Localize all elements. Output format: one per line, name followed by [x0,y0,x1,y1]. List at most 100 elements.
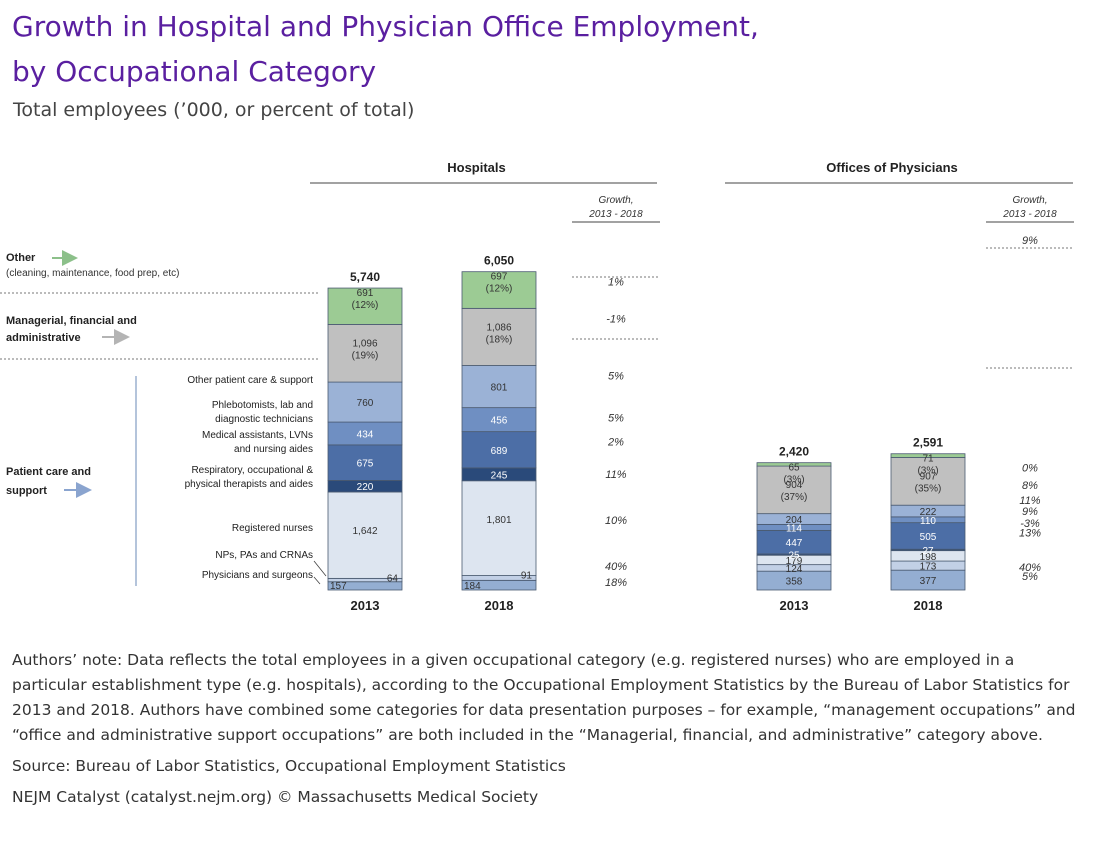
hospitals-bar-2013-seg-4 [327,444,403,481]
physician-offices-total-2018: 2,591 [913,436,943,450]
physician-offices-growth-4: 13% [1019,528,1041,540]
hospitals-value-2013-0: 157 [330,581,347,592]
hospitals-value-2018-7: 1,086 [486,322,511,333]
physician-offices-value-2018-7: 907 [920,471,937,482]
hospitals-value-2013-3: 220 [357,482,374,493]
physician-offices-value-2013-2: 179 [786,556,803,567]
physician-offices-growth-2: 11% [1019,495,1040,507]
hospitals-growth-1: 40% [605,561,627,573]
group-label-managerial-line-1: Managerial, financial and [6,315,137,327]
physician-offices-value-2018-4: 505 [920,532,937,543]
category-label-3-line-1: physical therapists and aides [185,479,313,490]
hospitals-growth-3: 11% [605,469,626,481]
category-label-2-line-1: and nursing aides [234,444,313,455]
physician-offices-total-2013: 2,420 [779,445,809,459]
hospitals-value-2018-6: 801 [491,383,508,394]
category-label-1-line-1: diagnostic technicians [215,414,313,425]
hospitals-value-2018-8: 697 [491,272,508,283]
physician-offices-share-2018-8: (3%) [917,466,938,477]
hospitals-total-2013: 5,740 [350,270,380,284]
physician-offices-growth-0: 5% [1022,571,1038,583]
leader-nps [313,560,327,577]
hospitals-value-2018-4: 689 [491,446,508,457]
physician-offices-growth-header-line-1: Growth, [1012,195,1047,206]
hospitals-value-2013-6: 760 [357,398,374,409]
hospitals-panel-title: Hospitals [447,160,506,175]
category-label-0-line-0: Other patient care & support [187,375,313,386]
hospitals-bar-2013-seg-8 [327,287,403,325]
chart-title-line-2: by Occupational Category [12,55,377,88]
group-label-patient-line-1: Patient care and [6,466,91,478]
physician-offices-growth-8: 9% [1022,235,1038,247]
group-label-managerial-line-2: administrative [6,332,81,344]
hospitals-bar-2013-seg-2 [327,491,403,579]
hospitals-bar-2018-seg-6 [461,365,537,409]
hospitals-bar-2018-seg-4 [461,431,537,469]
physician-offices-growth-header-line-2: 2013 - 2018 [1002,209,1057,220]
physician-offices-bar-2013-seg-7 [756,465,832,515]
physician-offices-value-2013-4: 447 [786,538,803,549]
hospitals-value-2013-8: 691 [357,288,374,299]
physician-offices-growth-3: 8% [1022,480,1038,492]
physician-offices-value-2018-6: 222 [920,507,937,518]
physician-offices-growth-7: 0% [1022,462,1038,474]
physician-offices-value-2013-6: 204 [786,515,803,526]
hospitals-year-2013: 2013 [351,598,380,613]
hospitals-growth-4: 2% [607,437,624,449]
hospitals-bar-2018-seg-2 [461,480,537,576]
physician-offices-value-2013-7: 904 [786,480,803,491]
hospitals-growth-header-line-1: Growth, [598,195,633,206]
chart-title-line-1: Growth in Hospital and Physician Office … [12,10,759,43]
hospitals-growth-2: 10% [605,515,627,527]
hospitals-value-2013-1: 64 [387,573,399,584]
physician-offices-year-2013: 2013 [780,598,809,613]
physician-offices-panel-title: Offices of Physicians [826,160,958,175]
leader-physicians [313,576,321,585]
hospitals-growth-6: 5% [608,370,624,382]
hospitals-share-2013-7: (19%) [352,350,379,361]
hospitals-bar-2013-seg-6 [327,381,403,423]
category-label-4-line-0: Registered nurses [232,523,313,534]
physician-offices-bar-2013-seg-8 [756,462,832,467]
physician-offices-share-2013-8: (3%) [783,475,804,486]
physician-offices-value-2018-3: 27 [922,546,934,557]
hospitals-share-2018-8: (12%) [486,284,513,295]
physician-offices-bar-2018-seg-8 [890,453,966,458]
group-label-patient-line-2: support [6,485,47,497]
hospitals-growth-8: 1% [608,277,624,289]
group-label-other: Other [6,252,36,264]
hospitals-value-2018-3: 245 [491,470,508,481]
physician-offices-bar-2018-seg-4 [890,522,966,550]
hospitals-growth-5: 5% [608,413,624,425]
hospitals-value-2018-5: 456 [491,416,508,427]
physician-offices-value-2013-3: 25 [788,551,800,562]
credit-note: NEJM Catalyst (catalyst.nejm.org) © Mass… [12,788,539,806]
category-label-2-line-0: Medical assistants, LVNs [202,430,313,441]
physician-offices-value-2013-8: 65 [788,463,800,474]
hospitals-value-2018-1: 91 [521,571,533,582]
physician-offices-growth-5: -3% [1020,518,1040,530]
physician-offices-growth-6: 9% [1022,506,1038,518]
physician-offices-value-2018-1: 173 [920,562,937,573]
physician-offices-value-2013-5: 114 [786,523,802,534]
group-detail-other: (cleaning, maintenance, food prep, etc) [6,268,179,279]
physician-offices-share-2013-7: (37%) [781,492,808,503]
hospitals-value-2018-0: 184 [464,581,481,592]
physician-offices-year-2018: 2018 [914,598,943,613]
hospitals-growth-0: 18% [605,577,627,589]
physician-offices-value-2018-0: 377 [920,576,937,587]
hospitals-value-2013-4: 675 [357,459,374,470]
source-note: Source: Bureau of Labor Statistics, Occu… [12,757,566,775]
physician-offices-value-2018-2: 198 [920,552,937,563]
category-label-3-line-0: Respiratory, occupational & [191,465,313,476]
hospitals-value-2013-2: 1,642 [352,526,377,537]
hospitals-growth-header-line-2: 2013 - 2018 [588,209,643,220]
chart-title: Growth in Hospital and Physician Office … [12,4,1012,94]
hospitals-bar-2018-seg-8 [461,271,537,309]
category-label-6-line-0: Physicians and surgeons [202,570,313,581]
hospitals-bar-2018-seg-7 [461,307,537,366]
physician-offices-value-2018-5: 110 [920,516,936,527]
hospitals-total-2018: 6,050 [484,254,514,268]
physician-offices-share-2018-7: (35%) [915,483,942,494]
hospitals-share-2013-8: (12%) [352,300,379,311]
